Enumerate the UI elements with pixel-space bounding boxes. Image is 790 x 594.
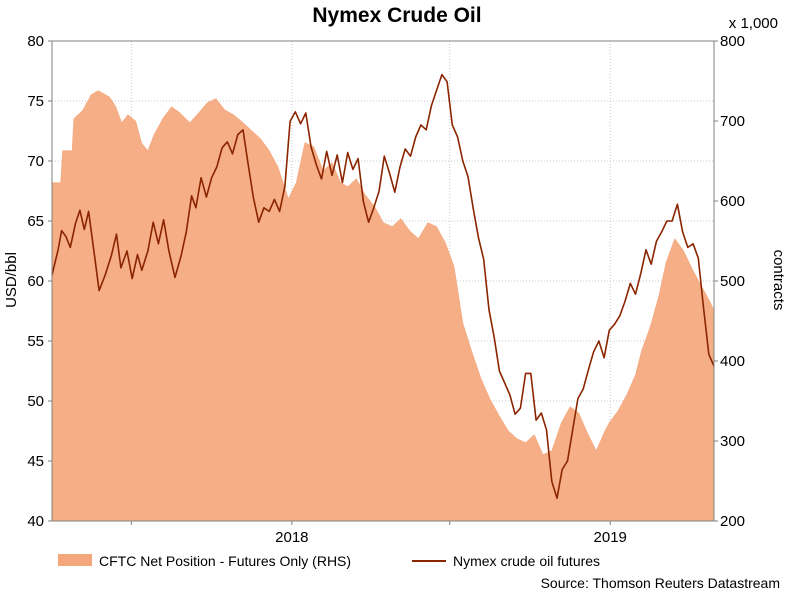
left-tick-label: 45: [27, 453, 44, 470]
left-tick-label: 50: [27, 393, 44, 410]
left-axis-label: USD/bbl: [3, 252, 20, 308]
left-tick-label: 70: [27, 153, 44, 170]
chart-title: Nymex Crude Oil: [312, 4, 481, 27]
source-note: Source: Thomson Reuters Datastream: [541, 575, 780, 591]
right-tick-label: 500: [720, 273, 745, 290]
area-series-layer: [51, 90, 715, 522]
crude-oil-futures-line: [51, 73, 715, 499]
x-tick-label: 2019: [594, 529, 627, 546]
right-tick-label: 200: [720, 513, 745, 530]
right-tick-label: 800: [720, 33, 745, 50]
right-tick-label: 300: [720, 433, 745, 450]
cftc-net-position-area: [51, 90, 715, 522]
legend-item-area[interactable]: CFTC Net Position - Futures Only (RHS): [58, 553, 351, 569]
left-tick-label: 40: [27, 513, 44, 530]
right-tick-label: 400: [720, 353, 745, 370]
legend: CFTC Net Position - Futures Only (RHS) N…: [58, 553, 600, 569]
legend-swatch-area: [58, 554, 92, 566]
right-axis-label: contracts: [770, 250, 787, 311]
left-tick-label: 65: [27, 213, 44, 230]
x-tick-label: 2018: [275, 529, 308, 546]
right-axis-multiplier: x 1,000: [729, 15, 778, 32]
x-axis-ticks: 2018 2019: [130, 521, 627, 546]
right-axis-ticks: 800 700 600 500 400 300 200: [714, 33, 745, 530]
left-tick-label: 80: [27, 33, 44, 50]
legend-label-line: Nymex crude oil futures: [453, 553, 600, 569]
line-series-layer: [51, 73, 715, 499]
left-tick-label: 75: [27, 93, 44, 110]
legend-label-area: CFTC Net Position - Futures Only (RHS): [99, 553, 351, 569]
right-tick-label: 600: [720, 193, 745, 210]
right-tick-label: 700: [720, 113, 745, 130]
left-tick-label: 55: [27, 333, 44, 350]
legend-item-line[interactable]: Nymex crude oil futures: [412, 553, 600, 569]
left-tick-label: 60: [27, 273, 44, 290]
left-axis-ticks: 80 75 70 65 60 55 50 45 40: [27, 33, 52, 530]
